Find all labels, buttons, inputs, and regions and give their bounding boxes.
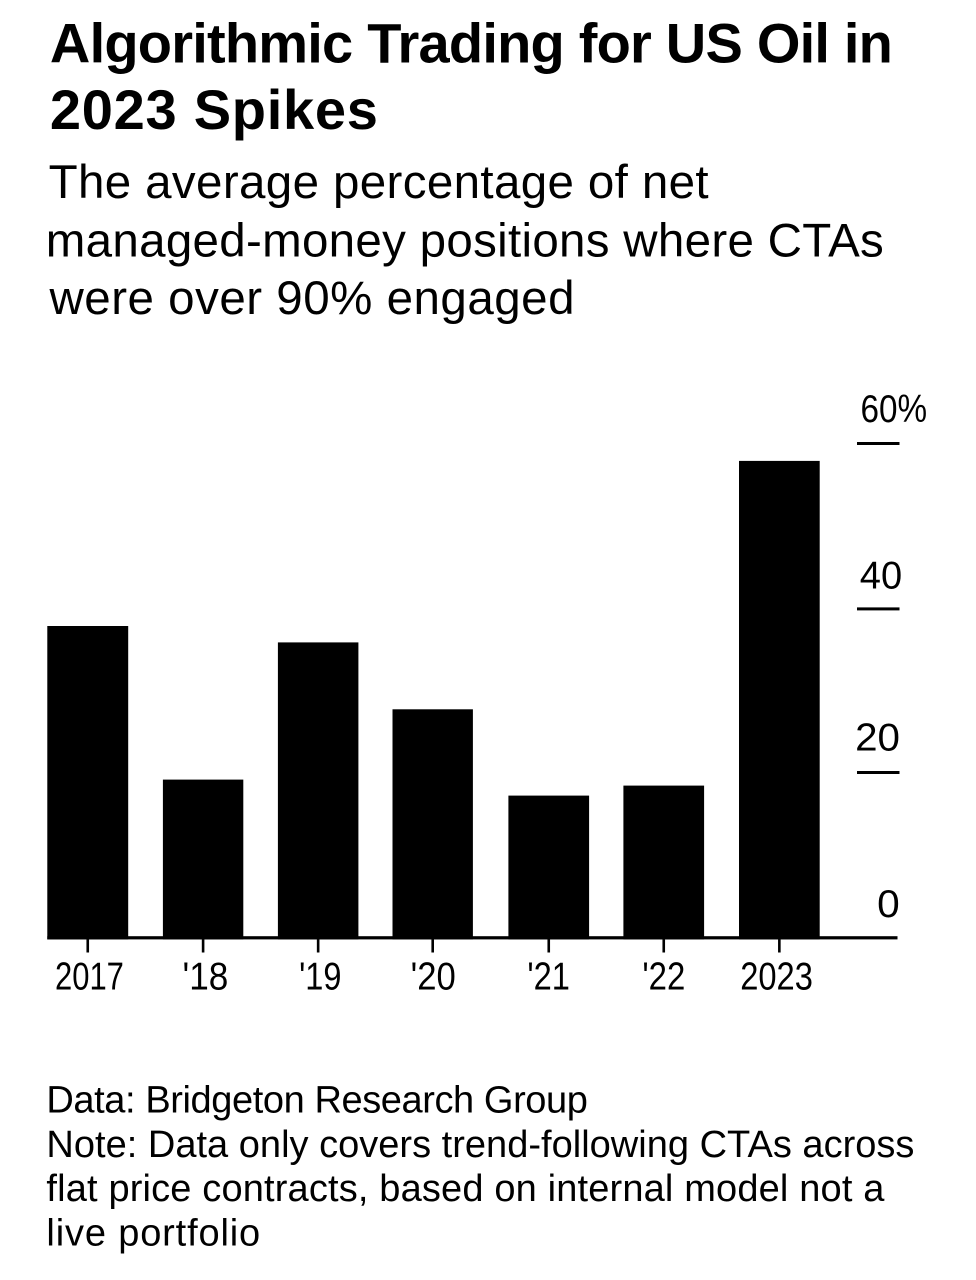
svg-text:60%: 60% bbox=[861, 388, 928, 431]
svg-text:'19: '19 bbox=[299, 955, 341, 998]
svg-text:Note: Data only covers trend-f: Note: Data only covers trend-following C… bbox=[46, 1124, 914, 1166]
svg-text:'22: '22 bbox=[642, 955, 685, 998]
svg-text:Algorithmic Trading for US Oil: Algorithmic Trading for US Oil in bbox=[50, 12, 893, 75]
svg-text:20: 20 bbox=[855, 717, 900, 760]
svg-text:were over 90% engaged: were over 90% engaged bbox=[49, 272, 575, 325]
svg-text:'20: '20 bbox=[411, 955, 456, 998]
svg-text:Data: Bridgeton Research Group: Data: Bridgeton Research Group bbox=[46, 1079, 588, 1121]
svg-text:2023: 2023 bbox=[740, 955, 813, 998]
svg-text:0: 0 bbox=[877, 883, 900, 926]
svg-text:flat price contracts, based on: flat price contracts, based on internal … bbox=[46, 1168, 885, 1210]
svg-text:2017: 2017 bbox=[55, 955, 124, 998]
svg-text:40: 40 bbox=[860, 554, 902, 597]
svg-text:The average percentage of net: The average percentage of net bbox=[49, 156, 709, 209]
svg-text:managed-money positions where: managed-money positions where CTAs bbox=[46, 214, 884, 267]
svg-text:'21: '21 bbox=[527, 955, 570, 998]
svg-text:'18: '18 bbox=[183, 955, 229, 998]
svg-text:2023 Spikes: 2023 Spikes bbox=[50, 78, 378, 141]
svg-text:live portfolio: live portfolio bbox=[46, 1212, 260, 1254]
